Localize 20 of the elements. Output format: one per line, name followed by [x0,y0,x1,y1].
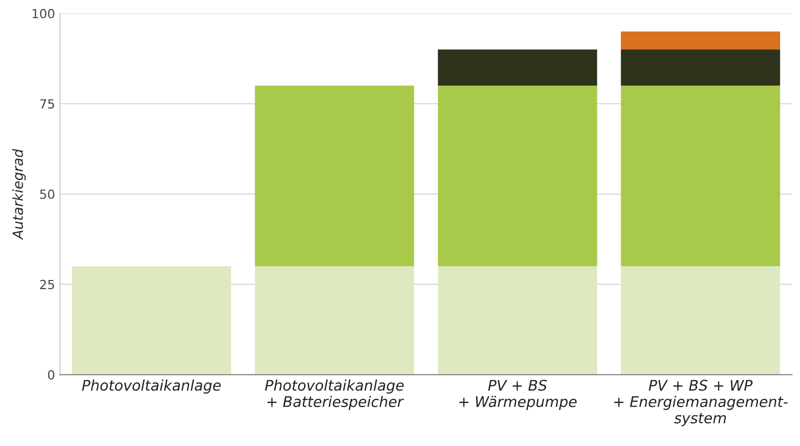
y-tick-label: 0 [48,370,54,380]
bar [72,266,232,375]
bar [438,50,598,86]
bar [620,31,780,50]
bar [620,86,780,266]
x-tick-label: Photovoltaikanlage + Batteriespeicher [265,380,404,410]
x-tick-label: PV + BS + Wärmepumpe [459,380,577,410]
x-tick-label: Photovoltaikanlage [82,380,221,394]
y-tick-label: 75 [40,99,54,109]
bar [438,266,598,375]
bar [254,266,414,375]
y-axis-title: Autarkiegrad [12,148,26,240]
y-tick-label: 50 [40,189,54,199]
bar [254,86,414,266]
x-tick-label: PV + BS + WP + Energiemanagement- system [614,380,788,426]
y-tick-label: 100 [32,8,54,18]
bar [620,266,780,375]
y-tick-label: 25 [40,280,54,290]
bar [438,86,598,266]
bar [620,50,780,86]
